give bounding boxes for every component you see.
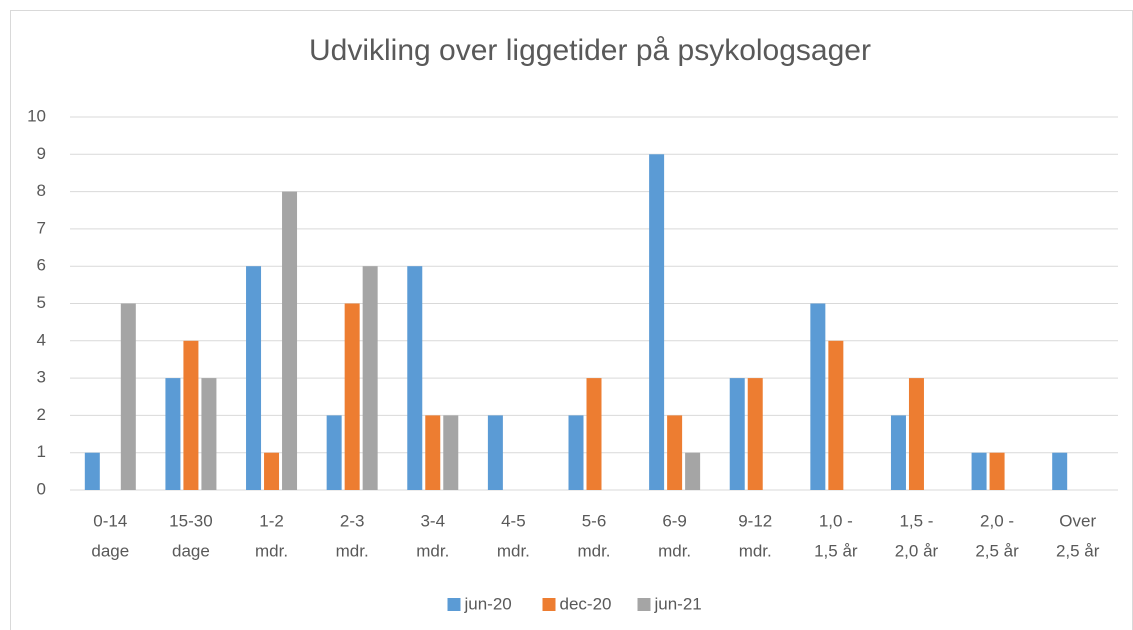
x-tick-label: mdr.	[739, 541, 772, 560]
y-tick-label: 8	[37, 181, 46, 200]
y-tick-label: 5	[37, 293, 46, 312]
x-tick-label: mdr.	[336, 541, 369, 560]
legend-label: jun-20	[464, 594, 512, 613]
bar	[649, 154, 665, 491]
bar	[828, 340, 844, 490]
bar	[729, 378, 745, 490]
bar	[362, 266, 378, 490]
x-tick-label: 2,5 år	[975, 541, 1019, 560]
x-tick-label: dage	[172, 541, 210, 560]
bar	[685, 452, 701, 490]
bar	[84, 452, 100, 490]
x-tick-label: mdr.	[577, 541, 610, 560]
bar	[326, 415, 342, 490]
bar	[1052, 452, 1068, 490]
y-tick-label: 3	[37, 368, 46, 387]
x-tick-label: 15-30	[169, 511, 212, 530]
x-tick-label: 5-6	[582, 511, 607, 530]
x-tick-label: dage	[91, 541, 129, 560]
bar	[810, 303, 826, 490]
bar	[908, 378, 924, 490]
x-tick-label: 1,5 år	[814, 541, 858, 560]
bar	[407, 266, 423, 490]
x-tick-label: 1-2	[259, 511, 284, 530]
x-tick-label: mdr.	[497, 541, 530, 560]
bar	[425, 415, 441, 490]
bar	[443, 415, 459, 490]
legend-swatch	[637, 598, 651, 611]
x-tick-label: 3-4	[420, 511, 445, 530]
bar	[747, 378, 763, 490]
y-tick-label: 7	[37, 218, 46, 237]
x-tick-label: 9-12	[738, 511, 772, 530]
x-tick-label: 1,5 -	[899, 511, 933, 530]
bar	[890, 415, 906, 490]
legend-label: dec-20	[560, 594, 612, 613]
legend-swatch	[542, 598, 556, 611]
chart-border	[10, 10, 1133, 630]
x-tick-label: 2,0 år	[895, 541, 939, 560]
bar	[282, 191, 298, 490]
x-tick-label: mdr.	[416, 541, 449, 560]
bar	[246, 266, 262, 490]
bar	[344, 303, 360, 490]
x-tick-label: 2-3	[340, 511, 365, 530]
x-tick-label: 2,0 -	[980, 511, 1014, 530]
bar	[165, 378, 181, 490]
x-tick-label: 2,5 år	[1056, 541, 1100, 560]
chart-title: Udvikling over liggetider på psykologsag…	[309, 34, 871, 67]
y-tick-label: 9	[37, 144, 46, 163]
y-tick-label: 10	[27, 106, 46, 125]
bar	[667, 415, 683, 490]
legend-swatch	[447, 598, 461, 611]
x-tick-label: 6-9	[662, 511, 687, 530]
y-tick-label: 1	[37, 442, 46, 461]
bar	[586, 378, 602, 490]
x-tick-label: mdr.	[255, 541, 288, 560]
bar	[120, 303, 136, 490]
y-tick-label: 2	[37, 405, 46, 424]
bar	[264, 452, 280, 490]
x-tick-label: mdr.	[658, 541, 691, 560]
legend-label: jun-21	[654, 594, 702, 613]
y-tick-label: 6	[37, 256, 46, 275]
bar	[971, 452, 987, 490]
bar	[201, 378, 217, 490]
x-tick-label: 1,0 -	[819, 511, 853, 530]
x-tick-label: 4-5	[501, 511, 526, 530]
y-tick-label: 4	[37, 330, 46, 349]
x-tick-label: 0-14	[93, 511, 127, 530]
bar	[989, 452, 1005, 490]
bar	[183, 340, 199, 490]
y-tick-label: 0	[37, 479, 46, 498]
bar	[487, 415, 503, 490]
bar	[568, 415, 584, 490]
x-tick-label: Over	[1059, 511, 1096, 530]
